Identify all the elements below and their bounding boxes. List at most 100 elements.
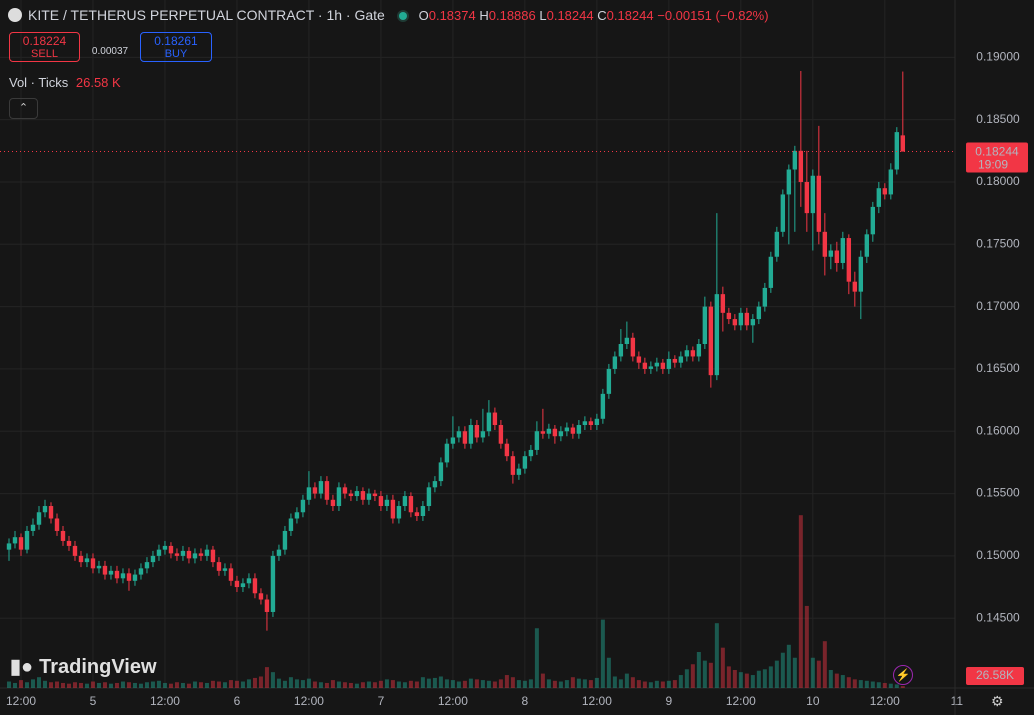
candle-body — [804, 181, 810, 214]
volume-bar — [114, 682, 119, 688]
buy-label: BUY — [164, 48, 188, 60]
volume-bar — [606, 657, 611, 688]
sell-button[interactable]: 0.18224 SELL — [9, 32, 80, 62]
x-tick-label: 5 — [90, 694, 97, 708]
x-tick-label: 12:00 — [870, 694, 900, 708]
volume-bar — [582, 679, 587, 688]
y-tick-label: 0.18500 — [976, 112, 1020, 126]
volume-bar — [618, 679, 623, 688]
volume-bar — [246, 679, 251, 688]
candle-body — [186, 550, 192, 559]
candle-body — [102, 565, 108, 575]
volume-bar — [336, 681, 341, 688]
volume-bar — [480, 680, 485, 688]
volume-bar — [510, 677, 515, 688]
candle-body — [480, 431, 486, 438]
candle-body — [714, 294, 720, 376]
volume-bar — [366, 681, 371, 688]
volume-bar — [18, 680, 23, 688]
volume-bar — [846, 677, 851, 688]
candle-body — [618, 344, 624, 357]
volume-bar — [150, 681, 155, 688]
candle-body — [816, 175, 822, 232]
candle-body — [852, 281, 858, 292]
buy-button[interactable]: 0.18261 BUY — [140, 32, 212, 62]
candle-body — [390, 499, 396, 519]
candle-body — [840, 238, 846, 263]
volume-bar — [426, 678, 431, 688]
candle-body — [690, 350, 696, 357]
candle-body — [270, 555, 276, 612]
candle-body — [858, 256, 864, 292]
candle-body — [420, 506, 426, 516]
indicator-name[interactable]: Vol · Ticks — [9, 75, 69, 90]
volume-bar — [48, 682, 53, 688]
volume-bar — [186, 683, 191, 688]
volume-bar — [402, 682, 407, 688]
volume-bar — [624, 673, 629, 688]
o-label: O — [418, 8, 429, 23]
candle-body — [114, 570, 120, 579]
volume-bar — [378, 680, 383, 688]
volume-bar — [882, 682, 887, 688]
candle-body — [180, 550, 186, 556]
volume-bar — [126, 682, 131, 688]
candle-body — [894, 132, 900, 170]
volume-bar — [384, 679, 389, 688]
settings-icon[interactable]: ⚙ — [991, 693, 1004, 709]
volume-bar — [750, 675, 755, 688]
symbol-row: KITE / TETHERUS PERPETUAL CONTRACT · 1h … — [8, 7, 769, 23]
volume-bar — [648, 682, 653, 688]
alert-icon[interactable]: ⚡ — [893, 665, 913, 685]
volume-bar — [528, 679, 533, 688]
volume-bar — [456, 681, 461, 688]
candle-body — [846, 238, 852, 282]
collapse-button[interactable]: ⌃ — [9, 98, 38, 119]
coin-icon — [8, 8, 22, 22]
volume-bar — [252, 677, 257, 688]
candle-body — [258, 593, 264, 600]
volume-bar — [306, 678, 311, 688]
candle-body — [726, 312, 732, 320]
volume-bar — [450, 680, 455, 688]
volume-bar — [372, 682, 377, 688]
candle-body — [216, 562, 222, 571]
l-label: L — [539, 8, 547, 23]
price-tag — [966, 142, 1028, 173]
x-tick-label: 6 — [234, 694, 241, 708]
volume-bar — [228, 680, 233, 688]
candle-body — [204, 549, 210, 556]
volume-bar — [72, 682, 77, 688]
candle-body — [444, 443, 450, 463]
logo-mark: ▮● — [10, 656, 34, 678]
candle-body — [828, 250, 834, 257]
candle-body — [54, 518, 60, 531]
volume-bar — [774, 660, 779, 688]
candle-body — [438, 462, 444, 482]
candle-body — [564, 427, 570, 432]
y-tick-label: 0.14500 — [976, 610, 1020, 624]
candle-body — [540, 431, 546, 434]
candle-body — [18, 537, 24, 550]
volume-bar — [408, 680, 413, 688]
volume-bar — [282, 680, 287, 688]
volume-bar — [678, 675, 683, 688]
price-tag-value: 0.18244 — [975, 145, 1019, 159]
candle-body — [888, 169, 894, 195]
candle-body — [528, 449, 534, 457]
volume-bar — [288, 677, 293, 688]
candle-body — [150, 555, 156, 563]
x-tick-label: 12:00 — [582, 694, 612, 708]
volume-bar — [240, 681, 245, 688]
symbol-title[interactable]: KITE / TETHERUS PERPETUAL CONTRACT · 1h … — [28, 7, 385, 23]
volume-bar — [258, 676, 263, 688]
candle-body — [354, 491, 360, 497]
volume-bar — [120, 681, 125, 688]
x-tick-label: 12:00 — [6, 694, 36, 708]
candle-body — [138, 568, 144, 575]
volume-value: 26.58 K — [75, 75, 121, 90]
y-tick-label: 0.16000 — [976, 423, 1020, 437]
volume-bar — [318, 682, 323, 688]
